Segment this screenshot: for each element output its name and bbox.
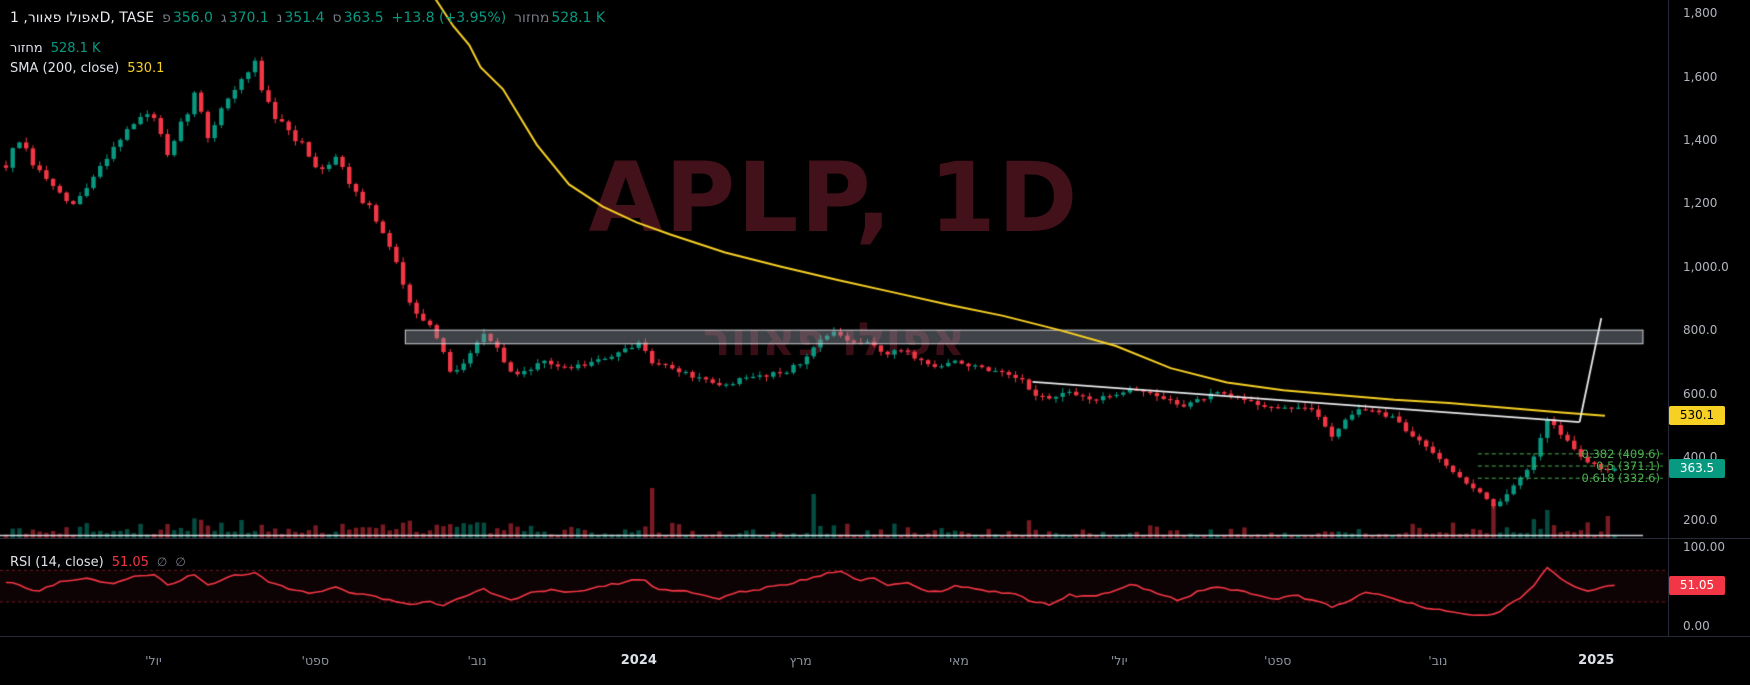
- price-axis-label: 1,200: [1683, 196, 1718, 211]
- time-axis-label: מרץ: [789, 653, 812, 668]
- price-axis-label: 200.0: [1683, 513, 1718, 528]
- high-value: 370.1: [228, 10, 269, 26]
- open-pair: פ 356.0: [162, 10, 213, 26]
- price-axis-label: 1,400: [1683, 133, 1718, 148]
- time-axis-label: 2024: [620, 653, 657, 668]
- volume-legend-row[interactable]: מחזור 528.1 K: [10, 38, 605, 58]
- price-axis-label: 1,800: [1683, 6, 1718, 21]
- price-axis-label: 600.0: [1683, 386, 1718, 401]
- rsi-axis-label: 0.00: [1683, 618, 1710, 633]
- low-value: 351.4: [284, 10, 325, 26]
- low-pair: נ 351.4: [277, 10, 325, 26]
- rsi-value-tag: 51.05: [1669, 575, 1725, 595]
- price-axis[interactable]: 1,800 1,600 1,400 1,200 1,000.0 800.0 600.0 400…: [1668, 0, 1750, 636]
- change-value: +13.8 (+3.95%): [391, 10, 507, 26]
- symbol-legend-row[interactable]: אפולו פאוור, 1D, TASE פ 356.0 ג 370.1 נ 351…: [10, 8, 605, 28]
- time-axis-label: ספט': [1263, 653, 1292, 668]
- low-key: נ: [276, 10, 283, 26]
- sma-indicator-label: SMA (200, close): [10, 60, 120, 76]
- volume-key: מחזור: [514, 10, 550, 26]
- volume-indicator-value: 528.1 K: [50, 40, 101, 56]
- rsi-indicator-label: RSI (14, close): [10, 554, 104, 570]
- time-axis-label: נוב': [1428, 653, 1448, 668]
- last-price-tag: 363.5: [1669, 458, 1725, 478]
- empty-set-icon: ∅: [175, 555, 186, 569]
- time-axis[interactable]: יול' ספט' נוב' 2024 מרץ מאי יול' ספט' נוב' 2025: [0, 636, 1750, 685]
- time-axis-label: יול': [1110, 653, 1128, 668]
- sma-indicator-value: 530.1: [127, 60, 165, 76]
- pane-separator[interactable]: [0, 538, 1750, 539]
- volume-pair: מחזור 528.1 K: [514, 10, 605, 26]
- close-key: ס: [332, 10, 342, 26]
- high-pair: ג 370.1: [221, 10, 269, 26]
- close-pair: ס 363.5: [332, 10, 383, 26]
- fib-level-label: 0.5 (371.1): [1596, 459, 1660, 474]
- high-key: ג: [220, 10, 227, 26]
- rsi-legend-row[interactable]: RSI (14, close) 51.05 ∅ ∅: [10, 552, 186, 572]
- time-axis-label: 2025: [1578, 653, 1615, 668]
- empty-set-icon: ∅: [156, 555, 168, 569]
- price-axis-label: 1,600: [1683, 69, 1718, 84]
- time-axis-label: יול': [145, 653, 162, 668]
- time-axis-label: נוב': [467, 653, 487, 668]
- main-legend: אפולו פאוור, 1D, TASE פ 356.0 ג 370.1 נ 351…: [10, 8, 605, 78]
- open-key: פ: [162, 10, 171, 26]
- fib-level-label: 0.382 (409.6): [1581, 446, 1660, 461]
- sma-legend-row[interactable]: SMA (200, close) 530.1: [10, 58, 605, 78]
- price-axis-label: 1,000.0: [1683, 259, 1729, 274]
- volume-indicator-label: מחזור: [10, 40, 43, 56]
- fib-level-label: 0.618 (332.6): [1581, 471, 1660, 486]
- time-axis-label: ספט': [301, 653, 329, 668]
- sma-price-tag: 530.1: [1669, 406, 1725, 426]
- open-value: 356.0: [172, 10, 213, 26]
- volume-value: 528.1 K: [551, 10, 606, 26]
- symbol-title[interactable]: אפולו פאוור, 1D, TASE: [10, 10, 155, 26]
- time-axis-label: מאי: [949, 653, 969, 668]
- price-axis-label: 800.0: [1683, 323, 1718, 338]
- rsi-axis-label: 100.00: [1683, 539, 1725, 554]
- close-value: 363.5: [343, 10, 384, 26]
- rsi-indicator-value: 51.05: [111, 554, 149, 570]
